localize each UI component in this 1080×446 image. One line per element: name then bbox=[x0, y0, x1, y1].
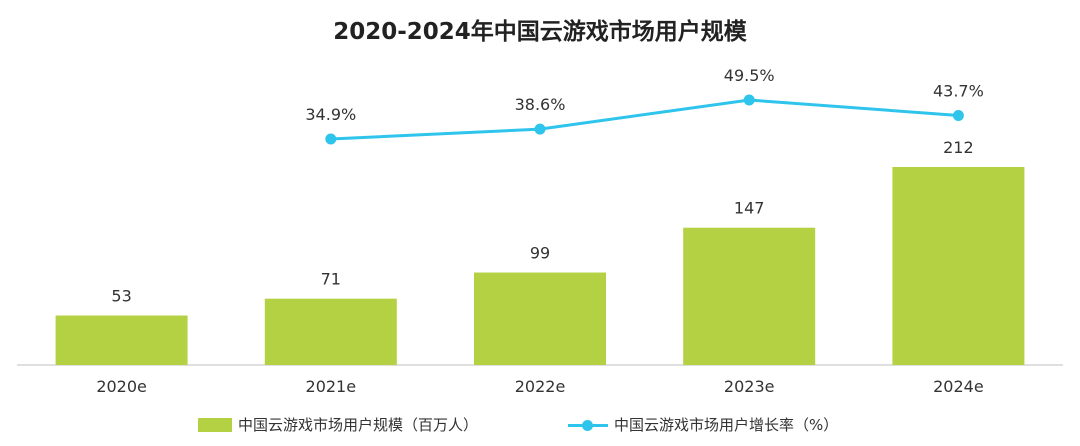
bar-2024e bbox=[892, 167, 1025, 365]
bar-label-2021e: 71 bbox=[321, 270, 341, 289]
legend-bar-swatch bbox=[198, 417, 232, 432]
legend-line-swatch bbox=[568, 418, 608, 432]
bar-label-2024e: 212 bbox=[943, 138, 974, 157]
rate-label-2021e: 34.9% bbox=[305, 105, 356, 124]
bar-series bbox=[55, 167, 1025, 365]
x-tick-2021e: 2021e bbox=[306, 377, 357, 396]
bar-2022e bbox=[474, 272, 606, 365]
bar-label-2020e: 53 bbox=[111, 287, 131, 306]
bar-2021e bbox=[264, 298, 397, 365]
x-tick-labels: 2020e 2021e 2022e 2023e 2024e bbox=[96, 377, 983, 396]
rate-point-2023e bbox=[743, 94, 755, 106]
growth-rate-line bbox=[330, 98, 959, 141]
rate-point-2024e bbox=[952, 109, 964, 121]
legend-line-label: 中国云游戏市场用户增长率（%） bbox=[614, 416, 839, 434]
rate-label-2023e: 49.5% bbox=[724, 66, 775, 85]
bar-data-labels: 53 71 99 147 212 bbox=[111, 138, 973, 306]
legend: 中国云游戏市场用户规模（百万人） 中国云游戏市场用户增长率（%） bbox=[0, 414, 1080, 438]
x-tick-2020e: 2020e bbox=[96, 377, 147, 396]
bar-2020e bbox=[55, 315, 188, 365]
growth-rate-points bbox=[325, 94, 964, 145]
x-tick-2023e: 2023e bbox=[724, 377, 775, 396]
rate-point-2021e bbox=[325, 133, 337, 145]
rate-label-2024e: 43.7% bbox=[933, 81, 984, 100]
rate-point-2022e bbox=[534, 123, 546, 135]
x-tick-2022e: 2022e bbox=[515, 377, 566, 396]
bar-label-2023e: 147 bbox=[734, 199, 765, 218]
bar-2023e bbox=[683, 227, 816, 365]
growth-rate-labels: 34.9% 38.6% 49.5% 43.7% bbox=[305, 66, 983, 124]
legend-item-bar: 中国云游戏市场用户规模（百万人） bbox=[198, 414, 478, 435]
x-tick-2024e: 2024e bbox=[933, 377, 984, 396]
bar-label-2022e: 99 bbox=[530, 244, 550, 263]
legend-item-line: 中国云游戏市场用户增长率（%） bbox=[568, 414, 838, 435]
chart-title: 2020-2024年中国云游戏市场用户规模 bbox=[333, 19, 747, 45]
legend-bar-label: 中国云游戏市场用户规模（百万人） bbox=[238, 416, 479, 434]
rate-label-2022e: 38.6% bbox=[515, 95, 566, 114]
